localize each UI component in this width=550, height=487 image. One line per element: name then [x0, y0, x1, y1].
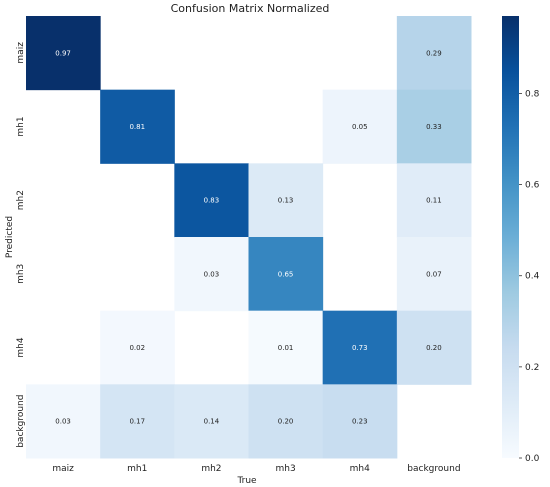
- heatmap-cell-background-mh4: [322, 384, 398, 459]
- colorbar-ticks: 0.0 0.2 0.4 0.6 0.8: [519, 89, 540, 464]
- cell-value-maiz-maiz: 0.97: [55, 49, 71, 57]
- cell-value-background-mh4: 0.23: [352, 418, 368, 426]
- heatmap-cell-mh3-mh3: [248, 237, 324, 312]
- y-tick-mh3: mh3: [16, 264, 26, 284]
- cell-value-mh3-mh3: 0.65: [278, 270, 294, 278]
- y-tick-mh4: mh4: [16, 337, 26, 357]
- heatmap-cell-mh3-background: [396, 237, 472, 312]
- y-tick-background: background: [16, 395, 26, 448]
- cell-value-background-maiz: 0.03: [55, 418, 71, 426]
- heatmap-cell-mh2-mh2: [174, 163, 249, 238]
- heatmap-cell-mh1-background: [396, 89, 472, 164]
- heatmap-cell-mh4-mh1: [100, 310, 175, 385]
- cell-value-mh2-mh3: 0.13: [278, 197, 294, 205]
- cell-value-mh4-mh4: 0.73: [352, 344, 368, 352]
- heatmap-cell-background-mh3: [248, 384, 324, 459]
- cell-value-mh3-background: 0.07: [426, 270, 442, 278]
- x-axis-ticks: maiz mh1 mh2 mh3 mh4 background: [52, 464, 460, 474]
- heatmap-cell-mh4-background: [396, 310, 472, 385]
- heatmap-cell-mh3-mh2: [174, 237, 249, 312]
- heatmap-cell-maiz-maiz: [26, 16, 101, 91]
- x-tick-background: background: [407, 464, 460, 474]
- cell-value-mh1-mh4: 0.05: [352, 123, 368, 131]
- heatmap-cell-background-mh1: [100, 384, 175, 459]
- heatmap-cell-mh1-mh1: [100, 89, 175, 164]
- x-tick-mh4: mh4: [350, 464, 370, 474]
- colorbar: [502, 16, 519, 458]
- cell-value-mh1-background: 0.33: [426, 123, 442, 131]
- colorbar-tick-label: 0.2: [525, 363, 539, 373]
- heatmap-cell-background-maiz: [26, 384, 101, 459]
- y-tick-mh1: mh1: [16, 116, 26, 136]
- colorbar-tick-label: 0.0: [525, 454, 540, 464]
- heatmap-cell-mh4-mh4: [322, 310, 398, 385]
- y-axis-ticks: maiz mh1 mh2 mh3 mh4 background: [16, 42, 26, 448]
- y-tick-maiz: maiz: [16, 42, 26, 64]
- heatmap-cell-mh1-mh4: [322, 89, 398, 164]
- cell-value-mh4-background: 0.20: [426, 344, 442, 352]
- heatmap-cell-mh4-mh3: [248, 310, 324, 385]
- cell-value-background-mh2: 0.14: [204, 418, 220, 426]
- heatmap-cell-mh2-background: [396, 163, 472, 238]
- cell-value-mh2-background: 0.11: [426, 197, 442, 205]
- heatmap-cells: [26, 16, 472, 459]
- cell-value-mh1-mh1: 0.81: [129, 123, 145, 131]
- heatmap-cell-background-mh2: [174, 384, 249, 459]
- colorbar-tick-label: 0.6: [525, 181, 540, 191]
- cell-value-background-mh1: 0.17: [129, 418, 145, 426]
- colorbar-tick-label: 0.4: [525, 272, 540, 282]
- cell-value-maiz-background: 0.29: [426, 49, 442, 57]
- x-tick-mh2: mh2: [201, 464, 221, 474]
- cell-value-mh3-mh2: 0.03: [204, 270, 220, 278]
- x-tick-mh3: mh3: [275, 464, 295, 474]
- x-tick-mh1: mh1: [127, 464, 147, 474]
- x-tick-maiz: maiz: [52, 464, 74, 474]
- colorbar-tick-label: 0.8: [525, 89, 540, 99]
- x-axis-label: True: [236, 476, 257, 486]
- y-tick-mh2: mh2: [16, 190, 26, 210]
- chart-title: Confusion Matrix Normalized: [171, 2, 330, 15]
- cell-value-mh4-mh1: 0.02: [129, 344, 145, 352]
- cell-value-mh2-mh2: 0.83: [204, 197, 220, 205]
- cell-value-mh4-mh3: 0.01: [278, 344, 294, 352]
- cell-value-background-mh3: 0.20: [278, 418, 294, 426]
- y-axis-label: Predicted: [5, 216, 15, 258]
- heatmap-cell-labels: 0.97 0.29 0.81 0.05 0.33 0.83 0.13 0.11 0.03 0.65…: [55, 49, 441, 425]
- heatmap-cell-maiz-background: [396, 16, 472, 91]
- heatmap-cell-mh2-mh3: [248, 163, 324, 238]
